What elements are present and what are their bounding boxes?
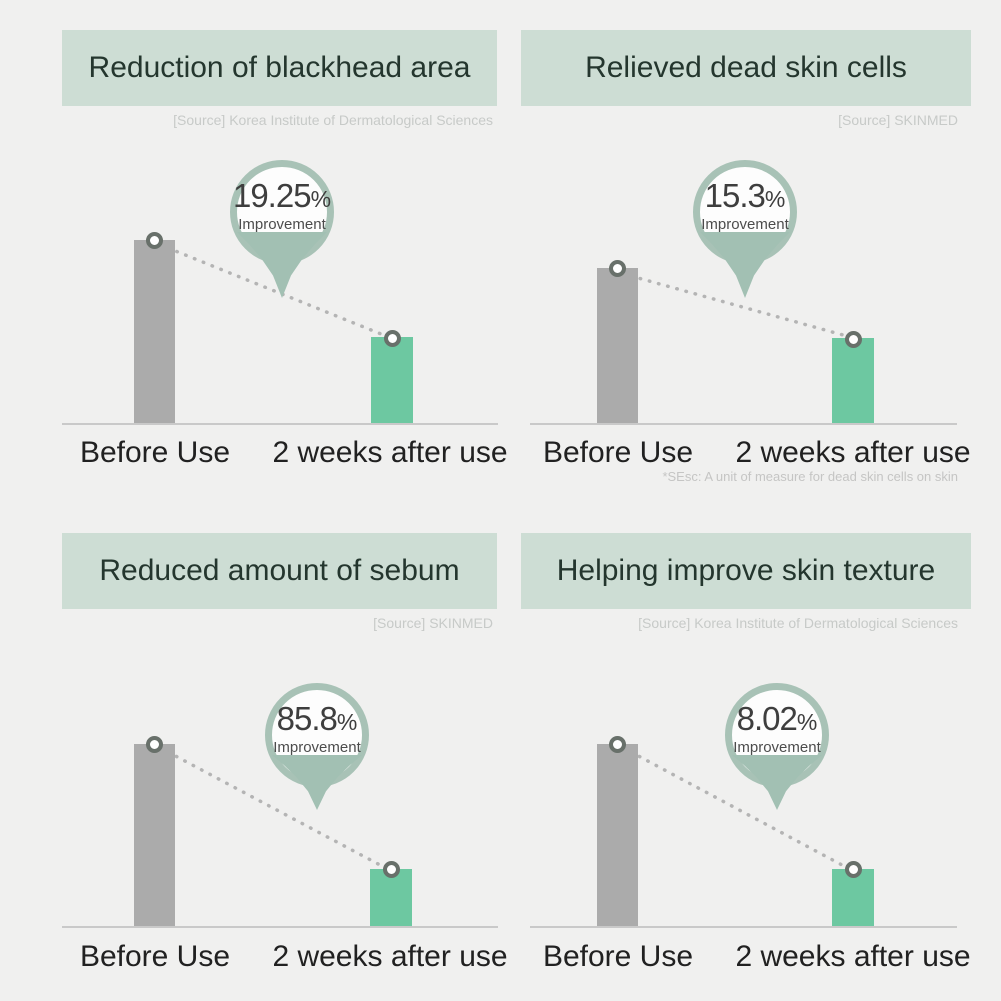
x-label-before: Before Use	[542, 940, 694, 973]
balloon-text: 15.3% Improvement	[693, 160, 797, 264]
bar-after	[832, 338, 874, 423]
bar-marker-dot-after	[383, 861, 400, 878]
panel-title: Relieved dead skin cells	[585, 51, 907, 84]
balloon-text: 85.8% Improvement	[265, 683, 369, 787]
x-label-after: 2 weeks after use	[735, 940, 971, 973]
improvement-label: Improvement	[733, 739, 821, 756]
improvement-label: Improvement	[238, 216, 326, 233]
bar-after	[371, 337, 413, 423]
bar-marker-dot-after	[845, 331, 862, 348]
x-axis	[62, 926, 498, 928]
bar-marker-dot-before	[609, 260, 626, 277]
bar-before	[134, 744, 175, 926]
panel-header: Helping improve skin texture	[521, 533, 971, 609]
improvement-label: Improvement	[273, 739, 361, 756]
improvement-percentage: 19.25%	[232, 177, 332, 214]
trend-dotted-line	[629, 750, 844, 867]
bar-marker-dot-before	[146, 232, 163, 249]
x-axis	[62, 423, 498, 425]
source-label: [Source] SKINMED	[373, 615, 493, 631]
balloon-text: 8.02% Improvement	[725, 683, 829, 787]
bar-marker-dot-before	[609, 736, 626, 753]
bar-after	[832, 869, 874, 926]
bar-before	[597, 744, 638, 926]
x-label-after: 2 weeks after use	[272, 940, 508, 973]
bar-before	[134, 240, 175, 423]
source-label: [Source] Korea Institute of Dermatologic…	[173, 112, 493, 128]
x-label-after: 2 weeks after use	[735, 436, 971, 469]
improvement-label: Improvement	[701, 216, 789, 233]
bar-before	[597, 268, 638, 423]
bar-marker-dot-after	[384, 330, 401, 347]
improvement-percentage: 85.8%	[276, 700, 358, 737]
bar-marker-dot-after	[845, 861, 862, 878]
panel-skin-texture: Helping improve skin texture [Source] Ko…	[501, 501, 1001, 1001]
improvement-percentage: 15.3%	[704, 177, 786, 214]
x-label-before: Before Use	[79, 436, 231, 469]
x-label-before: Before Use	[79, 940, 231, 973]
footnote: *SEsc: A unit of measure for dead skin c…	[662, 469, 958, 484]
trend-dotted-line	[166, 750, 382, 867]
x-axis	[530, 423, 957, 425]
panel-title: Reduced amount of sebum	[99, 554, 460, 587]
balloon-text: 19.25% Improvement	[230, 160, 334, 264]
trend-dotted-line	[166, 246, 383, 336]
panel-sebum: Reduced amount of sebum [Source] SKINMED…	[0, 501, 508, 1001]
panel-header: Reduction of blackhead area	[62, 30, 497, 106]
panel-dead-skin-cells: Relieved dead skin cells [Source] SKINME…	[501, 0, 1001, 500]
panel-header: Reduced amount of sebum	[62, 533, 497, 609]
x-label-before: Before Use	[542, 436, 694, 469]
x-axis	[530, 926, 957, 928]
bar-marker-dot-before	[146, 736, 163, 753]
improvement-percentage: 8.02%	[736, 700, 818, 737]
trend-dotted-line	[629, 274, 845, 337]
x-label-after: 2 weeks after use	[272, 436, 508, 469]
panel-blackhead-area: Reduction of blackhead area [Source] Kor…	[0, 0, 508, 500]
source-label: [Source] SKINMED	[838, 112, 958, 128]
panel-title: Reduction of blackhead area	[88, 51, 471, 84]
panel-title: Helping improve skin texture	[556, 554, 936, 587]
source-label: [Source] Korea Institute of Dermatologic…	[638, 615, 958, 631]
panel-header: Relieved dead skin cells	[521, 30, 971, 106]
bar-after	[370, 869, 412, 926]
